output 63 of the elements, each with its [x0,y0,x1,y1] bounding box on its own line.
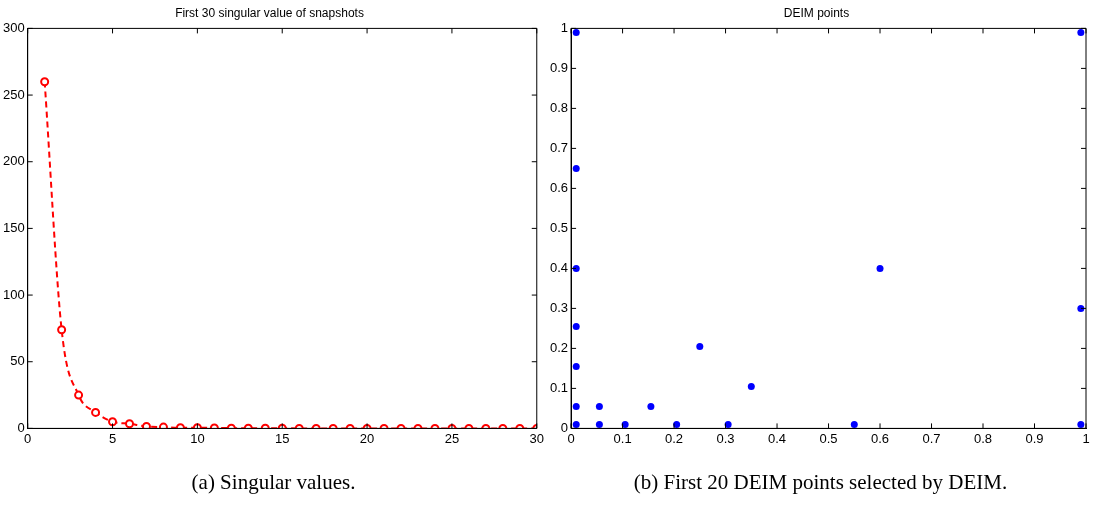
point [572,402,580,410]
point [1077,420,1085,428]
point [621,420,629,428]
x-tick-label: 15 [275,430,290,446]
point [1077,28,1085,36]
x-tick-label: 0.4 [768,430,787,446]
point [572,28,580,36]
chart-title: DEIM points [783,5,850,20]
y-tick-label: 1 [560,19,569,35]
y-tick-label: 0.8 [549,99,569,115]
x-tick-label: 1 [1082,430,1090,446]
y-tick-label: 100 [2,286,25,302]
y-tick-label: 0.3 [549,299,569,315]
y-tick-label: 0 [17,419,25,435]
point [724,420,732,428]
y-tick-label: 0.1 [549,379,569,395]
point [595,402,603,410]
point [572,322,580,330]
x-tick-label: 30 [529,430,544,446]
point [595,420,603,428]
point [876,264,884,272]
x-tick-label: 0.3 [716,430,735,446]
point [74,390,84,400]
point [572,264,580,272]
point [647,402,655,410]
point [572,164,580,172]
text: (b) First 20 DEIM points selected by DEIM. [632,470,1009,495]
point [696,342,704,350]
x-tick-label: 0.2 [665,430,684,446]
y-tick-label: 0.5 [549,219,569,235]
point [57,325,67,335]
y-tick-label: 0.2 [549,339,569,355]
y-tick-label: 0.4 [549,259,569,275]
x-tick-label: 0.6 [870,430,890,446]
y-tick-label: 0.9 [549,59,569,75]
x-tick-label: 0.7 [922,430,941,446]
x-tick-label: 25 [444,430,460,446]
x-tick-label: 20 [359,430,375,446]
y-tick-label: 200 [2,153,25,169]
y-tick-label: 0.6 [549,179,569,195]
point [747,382,755,390]
text: (a) Singular values. [190,470,357,495]
y-tick-label: 300 [2,19,25,35]
x-tick-label: 0.1 [613,430,632,446]
x-tick-label: 0.9 [1025,430,1044,446]
point [572,362,580,370]
y-tick-label: 0.7 [549,139,569,155]
chart-title: First 30 singular value of snapshots [175,5,364,20]
point [572,420,580,428]
y-tick-label: 250 [2,86,25,102]
x-tick-label: 0.5 [819,430,838,446]
point [141,421,151,429]
x-tick-label: 0.8 [973,430,993,446]
x-tick-label: 10 [190,430,205,446]
point [91,407,101,417]
y-tick-label: 50 [10,353,25,369]
point [850,420,858,428]
y-tick-label: 0 [560,419,569,435]
y-tick-label: 150 [2,219,25,235]
point [1077,304,1085,312]
x-tick-label: 5 [108,430,117,446]
point [40,77,50,87]
point [158,422,168,429]
